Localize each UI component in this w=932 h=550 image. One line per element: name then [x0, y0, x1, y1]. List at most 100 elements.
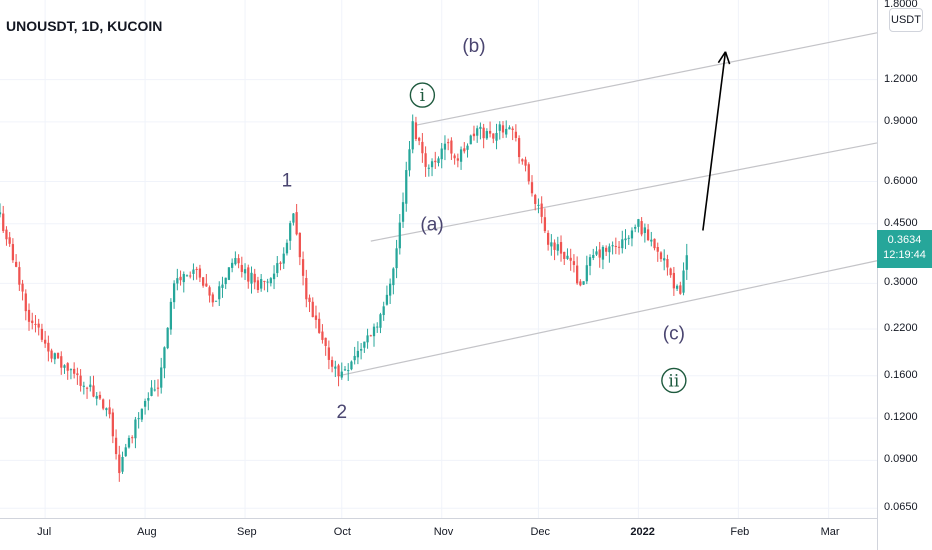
candle-body — [411, 121, 414, 150]
candle-body — [285, 242, 289, 254]
candle-body — [340, 371, 343, 378]
candle-body — [608, 246, 611, 253]
candle-body — [34, 323, 37, 325]
candle-body — [311, 301, 314, 318]
candle-body — [450, 140, 453, 154]
candle-body — [221, 284, 224, 288]
time-axis-tick: Jul — [37, 526, 52, 538]
candle-body — [0, 212, 2, 215]
candle-body — [624, 238, 627, 241]
candle-body — [27, 309, 31, 322]
candle-body — [469, 135, 472, 145]
candle-body — [359, 349, 363, 351]
candle-body — [50, 350, 53, 359]
candle-body — [347, 370, 350, 372]
candle-body — [669, 268, 672, 276]
candle-body — [237, 258, 240, 264]
candle-body — [621, 239, 624, 249]
wave-label-circle — [409, 82, 436, 108]
candle-body — [634, 226, 637, 229]
wave-label: 1 — [282, 170, 293, 191]
candle-body — [395, 248, 398, 269]
candle-body — [185, 275, 189, 277]
candle-body — [472, 133, 476, 137]
candle-body — [330, 360, 334, 367]
candle-body — [443, 143, 447, 150]
wave-label-circle — [661, 367, 687, 394]
candle-body — [66, 363, 69, 371]
candle-body — [147, 398, 150, 401]
candle-body — [272, 273, 276, 280]
candle-body — [37, 323, 40, 328]
time-axis-tick: Sep — [237, 526, 257, 538]
candle-body — [559, 242, 563, 254]
candle-body — [218, 286, 221, 300]
currency-unit[interactable]: USDT — [889, 8, 923, 32]
candle-body — [231, 262, 234, 268]
last-price-tag: 0.3634 12:19:44 — [877, 230, 932, 268]
candle-body — [350, 361, 353, 370]
candle-body — [250, 272, 253, 284]
candle-body — [8, 237, 11, 244]
candle-body — [21, 283, 24, 292]
candle-body — [666, 259, 669, 268]
candle-body — [601, 246, 605, 260]
projection-arrow — [702, 51, 727, 231]
candle-body — [505, 128, 508, 135]
candle-body — [263, 280, 266, 282]
candle-body — [195, 268, 198, 270]
candle-body — [40, 328, 44, 340]
candle-body — [292, 213, 295, 223]
candle-body — [134, 419, 137, 439]
candle-body — [47, 342, 50, 352]
candle-body — [98, 394, 102, 399]
candle-body — [160, 367, 163, 388]
time-axis-tick: Aug — [137, 526, 157, 538]
candle-body — [485, 131, 488, 139]
candle-body — [105, 408, 108, 411]
candle-body — [588, 257, 592, 266]
candle-body — [501, 125, 505, 133]
candle-body — [456, 158, 459, 161]
candle-body — [414, 122, 418, 140]
candle-body — [69, 369, 73, 371]
candle-body — [121, 456, 124, 472]
price-axis-tick: 0.2200 — [884, 321, 918, 334]
candle-body — [656, 247, 659, 252]
candle-body — [643, 227, 646, 233]
candle-body — [82, 385, 85, 387]
candle-body — [2, 213, 5, 231]
candle-body — [534, 194, 537, 204]
channel-line — [338, 260, 878, 377]
candle-body — [598, 249, 601, 258]
candle-body — [192, 269, 195, 274]
candle-body — [511, 128, 514, 130]
wave-label: 2 — [336, 402, 347, 423]
candle-body — [672, 272, 675, 289]
candle-body — [424, 153, 427, 167]
symbol-title: UNOUSDT, 1D, KUCOIN — [6, 18, 163, 34]
candle-body — [127, 437, 131, 448]
candle-body — [605, 247, 608, 252]
candle-body — [308, 297, 311, 303]
candle-body — [376, 326, 379, 328]
candle-body — [363, 341, 366, 348]
price-axis-tick: 0.1600 — [884, 368, 918, 381]
candle-body — [334, 366, 337, 369]
candle-body — [63, 365, 66, 368]
candle-body — [356, 350, 360, 358]
candle-body — [440, 148, 443, 160]
candle-body — [140, 408, 143, 420]
candle-body — [466, 145, 469, 150]
candle-body — [463, 148, 466, 152]
candle-body — [198, 268, 202, 278]
candle-body — [582, 281, 585, 285]
candle-body — [482, 127, 485, 139]
candle-body — [318, 318, 321, 333]
candle-body — [353, 355, 356, 361]
candle-body — [227, 267, 231, 280]
candle-body — [479, 126, 482, 129]
candle-body — [343, 369, 347, 371]
candle-body — [682, 270, 685, 293]
